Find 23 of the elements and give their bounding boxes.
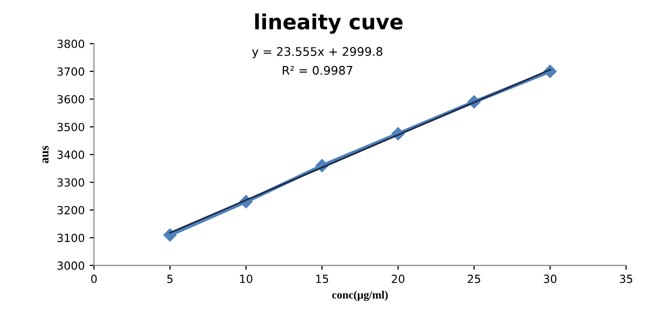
annotation: R² = 0.9987 xyxy=(282,66,352,75)
x-axis-title: conc(µg/ml) xyxy=(332,290,388,301)
x-tick-label: 30 xyxy=(544,274,556,284)
y-tick-label: 3800 xyxy=(57,40,84,48)
y-tick-label: 3600 xyxy=(57,95,84,104)
x-tick-label: 10 xyxy=(240,274,252,284)
x-tick-label: 35 xyxy=(620,274,632,284)
x-tick-label: 15 xyxy=(316,274,328,284)
y-tick-label: 3000 xyxy=(57,261,84,270)
x-tick-label: 0 xyxy=(91,274,97,284)
x-tick-label: 25 xyxy=(468,274,480,284)
chart-title: lineaity cuve xyxy=(255,13,403,34)
y-tick-label: 3100 xyxy=(57,234,84,242)
annotation: y = 23.555x + 2999.8 xyxy=(252,47,382,58)
y-tick-label: 3300 xyxy=(57,178,84,187)
y-tick-label: 3200 xyxy=(57,206,84,214)
x-tick-label: 5 xyxy=(167,274,173,284)
y-axis-title: aus xyxy=(42,146,49,164)
point xyxy=(163,228,177,242)
y-tick-label: 3700 xyxy=(57,67,84,76)
x-tick-label: 20 xyxy=(392,274,404,284)
y-tick-label: 3400 xyxy=(57,150,84,159)
y-tick-label: 3500 xyxy=(57,122,84,132)
